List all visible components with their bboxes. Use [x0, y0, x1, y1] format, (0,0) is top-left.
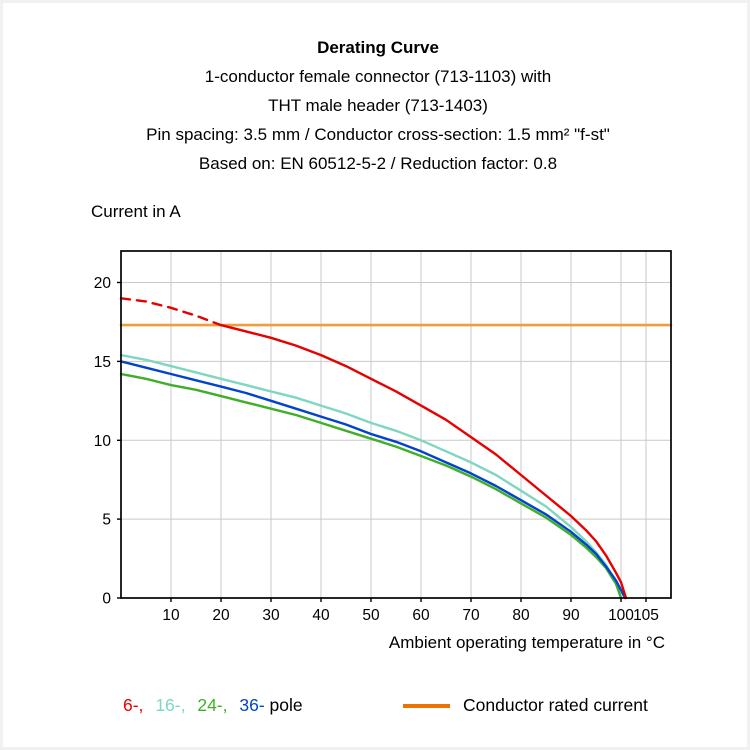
chart-header: Derating Curve 1-conductor female connec…: [3, 33, 750, 178]
legend-pole-counts: 6-, 16-, 24-, 36- pole: [123, 695, 303, 716]
svg-text:105: 105: [633, 607, 659, 624]
legend-item-16-pole: 16-,: [155, 695, 186, 715]
svg-text:90: 90: [562, 607, 580, 624]
legend-item-pole-suffix: pole: [269, 695, 303, 715]
svg-text:70: 70: [462, 607, 480, 624]
svg-text:15: 15: [94, 354, 111, 371]
derating-curve-chart: 10 20 30 40 50 60 70 80 90 100 105 0 5 10 15 20: [73, 238, 693, 638]
x-axis-title: Ambient operating temperature in °C: [388, 633, 665, 652]
chart-subtitle-line-3: Pin spacing: 3.5 mm / Conductor cross-se…: [146, 125, 610, 144]
svg-text:30: 30: [262, 607, 280, 624]
rated-current-line-swatch: [403, 703, 450, 708]
chart-canvas: 10 20 30 40 50 60 70 80 90 100 105 0 5 10 15 20: [94, 250, 673, 624]
svg-text:60: 60: [412, 607, 430, 624]
svg-text:100: 100: [608, 607, 634, 624]
y-axis-title: Current in A: [91, 202, 181, 221]
svg-text:20: 20: [94, 275, 112, 292]
chart-subtitle-line-2: THT male header (713-1403): [268, 96, 488, 115]
legend-item-36-pole: 36-: [239, 695, 265, 715]
chart-title: Derating Curve: [317, 38, 439, 57]
svg-text:50: 50: [362, 607, 380, 624]
svg-text:40: 40: [312, 607, 330, 624]
chart-subtitle-line-4: Based on: EN 60512-5-2 / Reduction facto…: [198, 154, 558, 173]
svg-text:80: 80: [512, 607, 530, 624]
legend-rated-current: Conductor rated current: [403, 695, 648, 716]
svg-text:0: 0: [102, 591, 111, 608]
rated-current-label: Conductor rated current: [463, 695, 648, 715]
svg-text:10: 10: [162, 607, 180, 624]
svg-text:20: 20: [212, 607, 230, 624]
chart-subtitle-line-1: 1-conductor female connector (713-1103) …: [204, 67, 552, 86]
svg-text:5: 5: [102, 512, 111, 529]
legend-item-6-pole: 6-,: [123, 695, 144, 715]
legend-item-24-pole: 24-,: [197, 695, 228, 715]
svg-text:10: 10: [94, 433, 112, 450]
